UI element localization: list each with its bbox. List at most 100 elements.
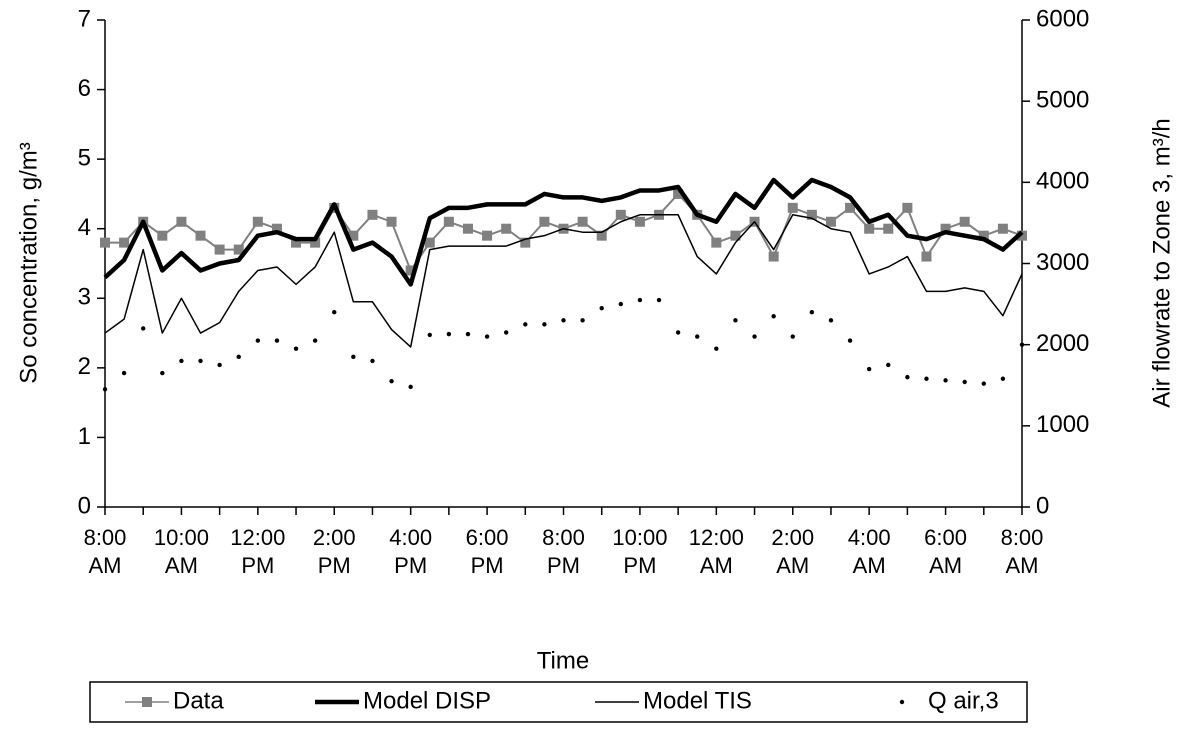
data-point: [905, 374, 910, 380]
y2-tick-label: 6000: [1036, 5, 1089, 32]
data-point: [866, 366, 872, 372]
data-marker: [119, 237, 130, 248]
y2-tick-label: 5000: [1036, 87, 1089, 114]
x-tick-label: 10:00 PM: [612, 525, 668, 578]
y-tick-label: 7: [78, 5, 91, 32]
data-point: [274, 338, 280, 343]
data-marker: [978, 230, 989, 241]
data-point: [675, 330, 681, 335]
legend-box: [89, 681, 1028, 723]
legend-symbol: [899, 699, 905, 705]
data-point: [924, 376, 929, 381]
data-marker: [310, 237, 321, 248]
data-point: [695, 334, 700, 339]
legend-label: Model DISP: [363, 687, 491, 714]
y2-tick-label: 2000: [1036, 330, 1089, 357]
data-point: [886, 362, 891, 368]
x-axis-title: Time: [537, 647, 589, 674]
data-point: [389, 378, 394, 384]
y2-tick-label: 3000: [1036, 249, 1089, 276]
data-marker: [768, 251, 779, 262]
data-point: [484, 334, 490, 339]
data-point: [198, 358, 203, 364]
data-point: [217, 362, 222, 368]
data-marker: [214, 244, 225, 255]
data-point: [637, 297, 643, 303]
data-marker: [902, 202, 913, 213]
data-point: [809, 310, 815, 315]
x-tick-label: 8:00 AM: [83, 525, 127, 578]
data-marker: [577, 216, 588, 227]
data-point: [255, 338, 261, 343]
data-point: [618, 301, 624, 307]
data-marker: [1017, 230, 1027, 241]
data-marker: [100, 237, 110, 248]
y-tick-label: 2: [78, 353, 91, 380]
data-point: [446, 331, 452, 337]
data-marker: [271, 223, 282, 234]
data-point: [408, 384, 413, 390]
data-point: [332, 310, 337, 315]
y2-tick-label: 4000: [1036, 168, 1089, 195]
data-marker: [520, 237, 531, 248]
data-point: [465, 331, 471, 337]
data-point: [160, 370, 165, 376]
y2-axis-title: Air flowrate to Zone 3, m³/h: [1148, 118, 1175, 407]
data-marker: [348, 230, 359, 241]
y-tick-label: 5: [78, 144, 91, 171]
data-point: [370, 358, 375, 364]
data-marker: [959, 216, 970, 227]
data-point: [236, 354, 241, 360]
data-marker: [997, 223, 1008, 234]
y-tick-label: 3: [78, 284, 91, 311]
data-marker: [673, 188, 684, 199]
data-point: [312, 338, 318, 343]
data-marker: [367, 209, 378, 220]
data-marker: [291, 237, 302, 248]
data-point: [656, 297, 662, 303]
data-marker: [482, 230, 493, 241]
data-marker: [864, 223, 875, 234]
data-marker: [634, 216, 645, 227]
data-marker: [252, 216, 263, 227]
y-tick-label: 4: [78, 214, 91, 241]
data-point: [1000, 376, 1006, 381]
data-marker: [730, 230, 741, 241]
x-tick-label: 12:00 PM: [230, 525, 286, 578]
x-tick-label: 6:00 AM: [924, 525, 967, 578]
data-marker: [883, 223, 894, 234]
data-marker: [845, 202, 856, 213]
data-point: [561, 318, 566, 323]
y-tick-label: 0: [78, 492, 91, 519]
data-marker: [615, 209, 626, 220]
legend-label: Q air,3: [928, 687, 999, 714]
data-marker: [940, 223, 951, 234]
legend-symbol: [142, 697, 152, 707]
data-marker: [462, 223, 473, 234]
data-point: [351, 354, 356, 360]
data-point: [503, 330, 509, 335]
data-marker: [386, 216, 397, 227]
data-marker: [195, 230, 206, 241]
data-point: [427, 332, 432, 338]
x-tick-label: 4:00 AM: [847, 525, 891, 578]
data-marker: [405, 265, 416, 276]
data-point: [962, 379, 967, 385]
x-tick-label: 10:00 AM: [153, 525, 209, 578]
data-point: [714, 346, 719, 351]
x-tick-label: 4:00 PM: [389, 525, 433, 578]
y-axis-title: So concentration, g/m³: [15, 142, 42, 383]
data-marker: [596, 230, 607, 241]
data-marker: [539, 216, 550, 227]
data-point: [293, 346, 299, 351]
data-marker: [443, 216, 454, 227]
data-point: [580, 318, 585, 323]
x-tick-label: 6:00 PM: [465, 525, 509, 578]
x-tick-label: 2:00 AM: [771, 525, 815, 578]
data-marker: [825, 216, 836, 227]
data-marker: [424, 237, 435, 248]
series-line: [104, 214, 1023, 348]
data-point: [121, 370, 127, 376]
data-marker: [787, 202, 798, 213]
